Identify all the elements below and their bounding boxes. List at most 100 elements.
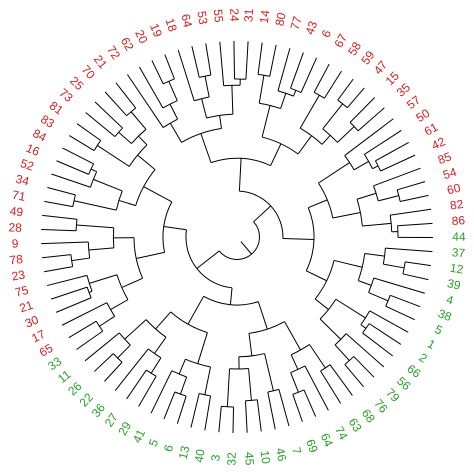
leaf-label: 10: [258, 450, 274, 465]
leaf-label: 49: [9, 204, 24, 219]
branch: [163, 391, 176, 420]
branch: [290, 344, 310, 356]
branch: [390, 208, 432, 216]
branch: [204, 395, 212, 431]
branch: [378, 195, 399, 202]
branch: [163, 226, 187, 231]
leaf-label: 61: [422, 120, 441, 139]
branch: [99, 315, 115, 327]
leaf-label: 65: [37, 341, 56, 360]
leaf-label: 9: [12, 237, 19, 251]
branch: [277, 48, 291, 91]
leaf-label: 6: [161, 443, 176, 454]
leaf-label: 21: [18, 298, 35, 316]
branch: [405, 261, 431, 267]
branch: [400, 194, 429, 202]
branch: [128, 144, 148, 167]
branch: [267, 388, 280, 393]
branch: [356, 199, 363, 227]
branch: [88, 163, 95, 175]
branch: [334, 344, 350, 361]
branch: [201, 98, 208, 119]
branch: [150, 370, 173, 414]
leaf-label: 1: [425, 337, 438, 353]
branch: [118, 199, 136, 207]
branch: [71, 257, 90, 262]
branch: [89, 274, 118, 284]
leaf-label: 78: [9, 252, 24, 267]
branch: [353, 160, 369, 171]
leaf-label: 38: [436, 306, 454, 324]
branch: [240, 241, 252, 255]
branch: [118, 131, 132, 144]
leaf-label: 42: [429, 134, 447, 152]
leaf-label: 86: [451, 213, 466, 228]
leaf-label: 84: [31, 126, 50, 145]
branch: [344, 118, 394, 156]
branch: [269, 44, 277, 77]
branch: [47, 187, 76, 196]
branch: [231, 85, 234, 115]
branch: [229, 287, 233, 305]
leaf-label: 64: [318, 431, 336, 449]
branch: [84, 332, 120, 362]
branch: [151, 60, 164, 85]
branch: [218, 221, 260, 260]
branch: [346, 87, 365, 109]
branch: [329, 364, 353, 396]
leaf-label: 40: [192, 448, 208, 464]
branch: [145, 319, 167, 338]
branch: [290, 372, 299, 393]
branch: [373, 185, 379, 202]
branch: [385, 305, 415, 321]
branch: [314, 260, 335, 300]
branch: [318, 162, 350, 184]
branch: [124, 319, 147, 340]
branch: [396, 189, 401, 202]
leaf-label: 14: [257, 9, 273, 24]
branch: [61, 302, 108, 326]
leaf-label: 77: [288, 14, 305, 31]
leaf-label: 80: [272, 11, 288, 27]
branch: [97, 145, 130, 167]
branch: [41, 241, 89, 245]
leaf-label: 24: [227, 8, 241, 22]
branch: [278, 389, 290, 427]
branch: [368, 323, 402, 345]
branch: [146, 369, 157, 377]
branch: [257, 301, 268, 330]
leaf-label: 71: [11, 188, 27, 204]
branch: [205, 43, 212, 76]
branch: [270, 143, 282, 166]
branch: [90, 168, 97, 173]
branch: [320, 364, 331, 372]
branch: [196, 250, 220, 269]
branch: [383, 263, 405, 269]
branch: [150, 357, 162, 374]
branch: [138, 66, 164, 109]
leaf-label: 4: [445, 292, 456, 307]
branch: [44, 266, 73, 273]
leaf-label: 54: [441, 165, 458, 182]
leaf-label: 3: [208, 454, 223, 462]
branch: [137, 154, 156, 171]
leaf-label: 12: [449, 261, 465, 277]
branch: [170, 311, 208, 334]
leaf-label: 13: [176, 444, 193, 461]
branch: [313, 63, 330, 93]
branch: [372, 165, 379, 170]
branch: [373, 277, 425, 294]
branch: [261, 105, 271, 138]
leaf-label: 39: [446, 276, 462, 293]
branch: [314, 298, 329, 310]
branch: [73, 200, 117, 211]
branch: [358, 280, 372, 286]
branch: [162, 78, 175, 85]
branch: [267, 391, 276, 430]
branch: [110, 299, 129, 311]
leaf-label: 69: [303, 437, 321, 455]
branch: [333, 259, 363, 268]
branch: [164, 54, 175, 80]
branch: [293, 90, 297, 97]
branch: [194, 96, 210, 102]
